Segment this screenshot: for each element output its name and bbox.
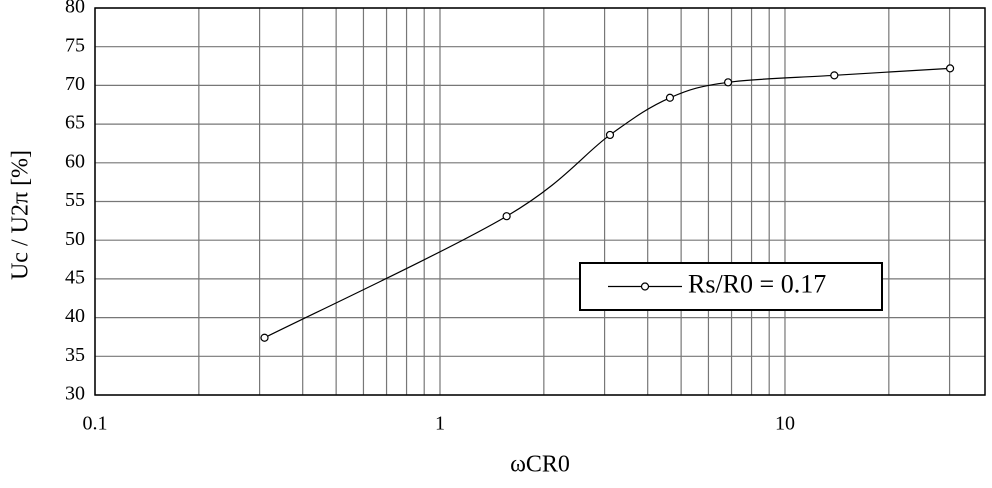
data-point: [605, 130, 615, 140]
data-point: [723, 78, 733, 87]
y-tick-label: 55: [65, 189, 85, 211]
x-tick-label: 0.1: [83, 413, 108, 435]
y-tick-label: 75: [65, 34, 85, 56]
x-tick-label: 10: [775, 413, 795, 435]
legend-marker: [640, 282, 650, 291]
x-tick-label: 1: [435, 413, 445, 435]
data-point: [945, 64, 955, 73]
y-tick-label: 80: [65, 0, 85, 18]
data-point: [260, 333, 269, 342]
y-tick-label: 70: [65, 73, 85, 95]
y-tick-label: 35: [65, 344, 85, 366]
y-tick-label: 65: [65, 112, 85, 134]
data-point: [502, 212, 511, 221]
plot-frame: [94, 7, 986, 396]
y-tick-label: 60: [65, 150, 85, 172]
data-point: [830, 71, 839, 80]
y-tick-label: 50: [65, 228, 85, 250]
data-point: [665, 93, 675, 102]
legend-label: Rs/R0 = 0.17: [688, 269, 826, 298]
y-tick-label: 40: [65, 305, 85, 327]
y-tick-label: 45: [65, 266, 85, 288]
legend: Rs/R0 = 0.17: [579, 262, 883, 311]
y-axis-label: Uc / U2π [%]: [8, 150, 34, 280]
y-tick-label: 30: [65, 383, 85, 405]
x-axis-label: ωCR0: [510, 452, 570, 478]
